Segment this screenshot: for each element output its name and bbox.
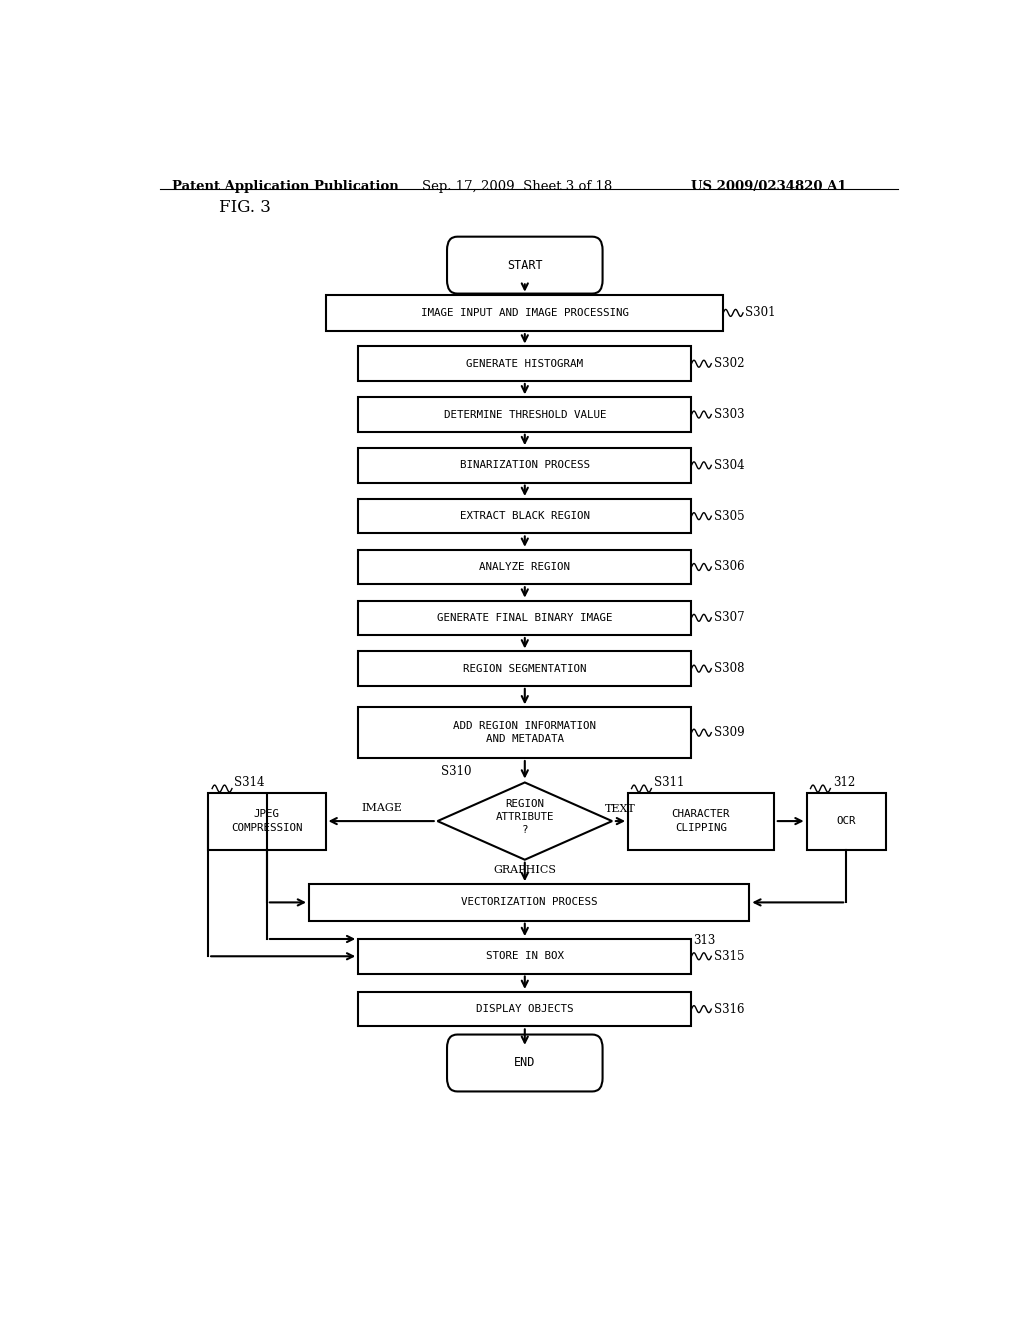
Text: STORE IN BOX: STORE IN BOX — [485, 952, 564, 961]
Text: ANALYZE REGION: ANALYZE REGION — [479, 562, 570, 572]
Text: S311: S311 — [653, 776, 684, 788]
FancyBboxPatch shape — [358, 397, 691, 432]
Text: S301: S301 — [745, 306, 776, 319]
Text: EXTRACT BLACK REGION: EXTRACT BLACK REGION — [460, 511, 590, 521]
FancyBboxPatch shape — [308, 884, 749, 921]
FancyBboxPatch shape — [358, 651, 691, 686]
FancyBboxPatch shape — [628, 792, 774, 850]
Text: ADD REGION INFORMATION
AND METADATA: ADD REGION INFORMATION AND METADATA — [454, 721, 596, 744]
Text: S307: S307 — [714, 611, 744, 624]
Text: FIG. 3: FIG. 3 — [219, 199, 271, 216]
Text: S309: S309 — [714, 726, 744, 739]
Text: 313: 313 — [693, 935, 716, 946]
Text: GRAPHICS: GRAPHICS — [494, 865, 556, 875]
Text: S305: S305 — [714, 510, 744, 523]
Text: S310: S310 — [441, 766, 472, 779]
Polygon shape — [437, 783, 612, 859]
Text: IMAGE INPUT AND IMAGE PROCESSING: IMAGE INPUT AND IMAGE PROCESSING — [421, 308, 629, 318]
Text: IMAGE: IMAGE — [361, 803, 402, 813]
Text: S306: S306 — [714, 561, 744, 573]
Text: S316: S316 — [714, 1003, 744, 1015]
FancyBboxPatch shape — [447, 1035, 602, 1092]
Text: Sep. 17, 2009  Sheet 3 of 18: Sep. 17, 2009 Sheet 3 of 18 — [422, 180, 612, 193]
FancyBboxPatch shape — [358, 708, 691, 758]
FancyBboxPatch shape — [327, 294, 723, 331]
Text: S308: S308 — [714, 663, 744, 675]
Text: JPEG
COMPRESSION: JPEG COMPRESSION — [231, 809, 303, 833]
Text: DISPLAY OBJECTS: DISPLAY OBJECTS — [476, 1005, 573, 1014]
FancyBboxPatch shape — [358, 549, 691, 585]
Text: 312: 312 — [833, 776, 855, 788]
Text: VECTORIZATION PROCESS: VECTORIZATION PROCESS — [461, 898, 597, 907]
Text: Patent Application Publication: Patent Application Publication — [172, 180, 398, 193]
Text: START: START — [507, 259, 543, 272]
Text: REGION
ATTRIBUTE
?: REGION ATTRIBUTE ? — [496, 799, 554, 836]
Text: S303: S303 — [714, 408, 744, 421]
FancyBboxPatch shape — [358, 499, 691, 533]
Text: S302: S302 — [714, 358, 744, 370]
Text: DETERMINE THRESHOLD VALUE: DETERMINE THRESHOLD VALUE — [443, 409, 606, 420]
Text: REGION SEGMENTATION: REGION SEGMENTATION — [463, 664, 587, 673]
Text: TEXT: TEXT — [604, 804, 636, 814]
Text: S304: S304 — [714, 459, 744, 471]
Text: END: END — [514, 1056, 536, 1069]
Text: S314: S314 — [234, 776, 265, 788]
Text: S315: S315 — [714, 950, 744, 962]
FancyBboxPatch shape — [208, 792, 326, 850]
FancyBboxPatch shape — [447, 236, 602, 293]
FancyBboxPatch shape — [358, 939, 691, 974]
FancyBboxPatch shape — [358, 447, 691, 483]
Text: GENERATE HISTOGRAM: GENERATE HISTOGRAM — [466, 359, 584, 368]
Text: GENERATE FINAL BINARY IMAGE: GENERATE FINAL BINARY IMAGE — [437, 612, 612, 623]
Text: CHARACTER
CLIPPING: CHARACTER CLIPPING — [672, 809, 730, 833]
Text: US 2009/0234820 A1: US 2009/0234820 A1 — [691, 180, 847, 193]
FancyBboxPatch shape — [358, 991, 691, 1027]
FancyBboxPatch shape — [358, 346, 691, 381]
Text: BINARIZATION PROCESS: BINARIZATION PROCESS — [460, 461, 590, 470]
FancyBboxPatch shape — [358, 601, 691, 635]
FancyBboxPatch shape — [807, 792, 886, 850]
Text: OCR: OCR — [837, 816, 856, 826]
